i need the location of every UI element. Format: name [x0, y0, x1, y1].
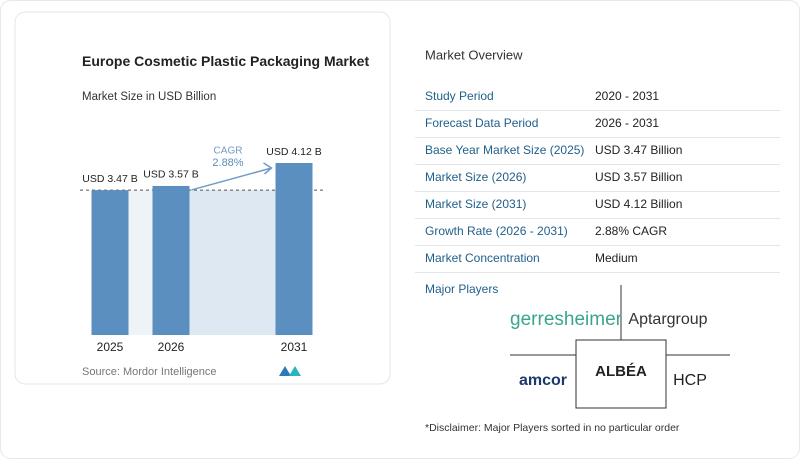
player-logo: HCP — [673, 372, 707, 389]
bar — [275, 163, 313, 335]
player-logo: gerresheimer — [510, 309, 623, 330]
bar — [91, 190, 129, 335]
growth-band — [189, 190, 276, 335]
row-label: Forecast Data Period — [425, 116, 538, 130]
row-label: Market Size (2031) — [425, 197, 526, 211]
row-label: Market Concentration — [425, 251, 540, 265]
row-label: Study Period — [425, 89, 494, 103]
player-logo: ALBÉA — [595, 363, 647, 380]
x-tick-label: 2025 — [97, 340, 124, 354]
player-logo: amcor — [519, 372, 567, 389]
x-tick-label: 2026 — [158, 340, 185, 354]
chart-title: Europe Cosmetic Plastic Packaging Market — [82, 53, 369, 69]
bar — [152, 185, 190, 335]
cagr-label: CAGR — [214, 146, 243, 157]
row-value: 2020 - 2031 — [595, 89, 659, 103]
player-logo: Aptargroup — [628, 311, 707, 328]
overview-title: Market Overview — [425, 47, 523, 62]
row-label: Market Size (2026) — [425, 170, 526, 184]
cagr-arrowhead — [263, 162, 273, 175]
title-text: Europe Cosmetic Plastic Packaging Market — [82, 53, 369, 69]
value-label: USD 3.57 B — [143, 169, 198, 181]
cagr-arrow — [191, 167, 272, 191]
value-label: USD 4.12 B — [266, 146, 321, 158]
row-value: USD 3.47 Billion — [595, 143, 682, 157]
row-label: Growth Rate (2026 - 2031) — [425, 224, 568, 238]
chart-subtitle: Market Size in USD Billion — [82, 91, 216, 103]
source: Source: Mordor Intelligence — [82, 366, 217, 378]
players-grid — [510, 285, 730, 409]
row-label: Base Year Market Size (2025) — [425, 143, 584, 157]
cagr-value: 2.88% — [212, 157, 243, 169]
row-value: 2.88% CAGR — [595, 224, 667, 238]
x-tick-label: 2031 — [281, 340, 308, 354]
row-value: 2026 - 2031 — [595, 116, 659, 130]
row-value: Medium — [595, 251, 638, 265]
players-title: Major Players — [425, 282, 498, 296]
brand-logo — [279, 366, 301, 376]
row-value: USD 3.57 Billion — [595, 170, 682, 184]
row-value: USD 4.12 Billion — [595, 197, 682, 211]
value-label: USD 3.47 B — [82, 173, 137, 185]
disclaimer: *Disclaimer: Major Players sorted in no … — [425, 422, 680, 434]
